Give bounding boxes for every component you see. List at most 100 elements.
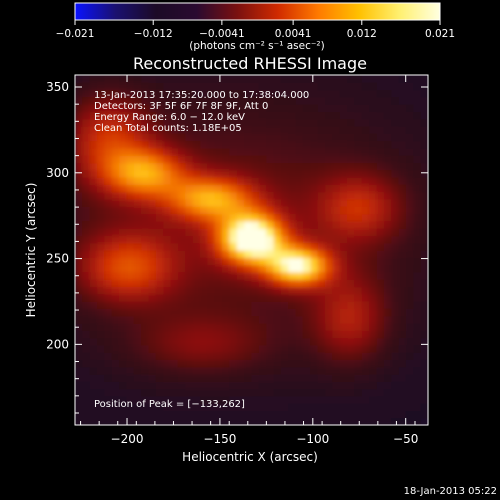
heatmap-cell xyxy=(405,352,414,360)
heatmap-cell xyxy=(214,235,223,244)
heatmap-cell xyxy=(361,403,370,412)
heatmap-cell xyxy=(273,118,282,127)
heatmap-cell xyxy=(288,293,297,302)
heatmap-cell xyxy=(177,242,186,251)
heatmap-cell xyxy=(236,315,245,324)
heatmap-cell xyxy=(258,271,267,280)
heatmap-cell xyxy=(185,126,194,134)
heatmap-cell xyxy=(383,235,392,244)
heatmap-cell xyxy=(273,344,282,353)
heatmap-cell xyxy=(354,250,363,258)
heatmap-cell xyxy=(75,184,83,193)
heatmap-cell xyxy=(89,308,98,317)
heatmap-cell xyxy=(104,82,113,91)
heatmap-cell xyxy=(369,198,378,207)
heatmap-cell xyxy=(163,293,172,302)
heatmap-cell xyxy=(266,198,275,207)
heatmap-cell xyxy=(89,111,98,120)
heatmap-cell xyxy=(376,140,385,149)
heatmap-cell xyxy=(126,177,135,185)
heatmap-cell xyxy=(413,381,422,390)
heatmap-cell xyxy=(170,388,179,397)
heatmap-cell xyxy=(347,271,356,280)
heatmap-cell xyxy=(258,96,267,105)
colorbar xyxy=(74,2,441,21)
heatmap-cell xyxy=(141,373,150,382)
heatmap-cell xyxy=(126,206,135,215)
heatmap-cell xyxy=(148,257,157,266)
heatmap-cell xyxy=(413,366,422,375)
heatmap-cell xyxy=(339,206,348,215)
heatmap-cell xyxy=(119,82,128,91)
colorbar-tick-label: −0.012 xyxy=(134,28,173,40)
heatmap-cell xyxy=(192,279,201,288)
heatmap-cell xyxy=(325,293,333,302)
plot-frame xyxy=(74,74,429,426)
heatmap-cell xyxy=(354,169,363,178)
heatmap-cell xyxy=(207,286,216,295)
heatmap-cell xyxy=(119,257,128,266)
heatmap-cell xyxy=(148,169,157,178)
heatmap-cell xyxy=(200,359,208,368)
heatmap-cell xyxy=(133,417,142,425)
heatmap-cell xyxy=(148,381,157,390)
heatmap-cell xyxy=(111,403,120,412)
heatmap-cell xyxy=(376,359,385,368)
heatmap-cell xyxy=(420,104,428,113)
heatmap-cell xyxy=(236,271,245,280)
chart-title: Reconstructed RHESSI Image xyxy=(133,54,367,73)
heatmap-cell xyxy=(354,337,363,346)
heatmap-cell xyxy=(97,133,106,142)
heatmap-cell xyxy=(317,286,326,295)
heatmap-cell xyxy=(89,162,98,171)
heatmap-cell xyxy=(222,213,231,222)
heatmap-cell xyxy=(133,169,142,178)
heatmap-cell xyxy=(192,242,201,251)
heatmap-cell xyxy=(244,198,253,207)
heatmap-cell xyxy=(317,198,326,207)
heatmap-cell xyxy=(339,111,348,120)
heatmap-cell xyxy=(214,184,223,193)
heatmap-cell xyxy=(170,315,179,324)
heatmap-cell xyxy=(222,308,231,317)
heatmap-cell xyxy=(376,118,385,127)
heatmap-cell xyxy=(207,322,216,331)
heatmap-cell xyxy=(258,250,267,258)
heatmap-cell xyxy=(354,140,363,149)
heatmap-cell xyxy=(222,162,231,171)
heatmap-cell xyxy=(111,410,120,419)
heatmap-cell xyxy=(302,381,311,390)
heatmap-cell xyxy=(258,308,267,317)
heatmap-cell xyxy=(89,337,98,346)
heatmap-cell xyxy=(369,410,378,419)
heatmap-cell xyxy=(133,286,142,295)
heatmap-cell xyxy=(207,126,216,134)
heatmap-cell xyxy=(244,111,253,120)
heatmap-cell xyxy=(229,388,238,397)
heatmap-cell xyxy=(391,198,400,207)
heatmap-cell xyxy=(236,308,245,317)
heatmap-cell xyxy=(251,75,260,83)
heatmap-cell xyxy=(288,271,297,280)
heatmap-cell xyxy=(361,257,370,266)
heatmap-cell xyxy=(332,184,341,193)
heatmap-cell xyxy=(361,293,370,302)
heatmap-cell xyxy=(200,191,208,200)
heatmap-cell xyxy=(398,330,407,339)
heatmap-cell xyxy=(82,322,91,331)
heatmap-cell xyxy=(376,417,385,425)
heatmap-cell xyxy=(214,337,223,346)
heatmap-cell xyxy=(236,250,245,258)
heatmap-cell xyxy=(141,337,150,346)
heatmap-cell xyxy=(413,293,422,302)
heatmap-cell xyxy=(398,133,407,142)
heatmap-cell xyxy=(119,315,128,324)
heatmap-cell xyxy=(97,96,106,105)
heatmap-cell xyxy=(222,352,231,360)
heatmap-cell xyxy=(273,235,282,244)
heatmap-cell xyxy=(177,330,186,339)
heatmap-cell xyxy=(288,140,297,149)
heatmap-cell xyxy=(82,315,91,324)
heatmap-cell xyxy=(288,330,297,339)
heatmap-cell xyxy=(332,220,341,229)
